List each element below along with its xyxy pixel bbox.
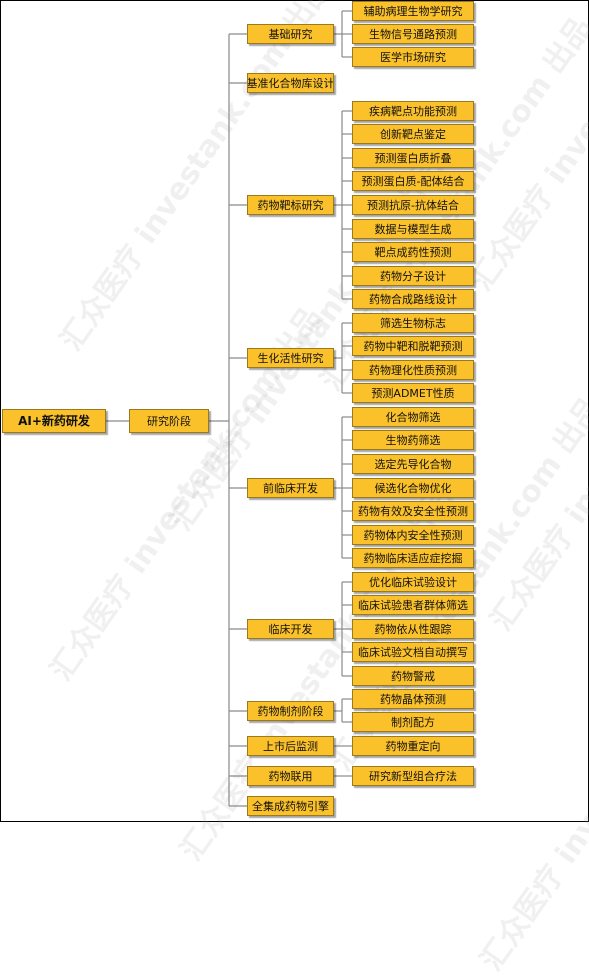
stage-node: 研究阶段 <box>129 409 209 433</box>
leaf-node: 创新靶点鉴定 <box>352 124 474 144</box>
category-node: 临床开发 <box>247 619 334 639</box>
leaf-node: 生物信号通路预测 <box>352 24 474 44</box>
leaf-node: 预测抗原-抗体结合 <box>352 195 474 215</box>
category-node: 药物制剂阶段 <box>247 701 334 721</box>
leaf-node: 药物依从性跟踪 <box>352 619 474 639</box>
root-node: AI+新药研发 <box>2 409 106 433</box>
leaf-node: 预测蛋白质折叠 <box>352 148 474 168</box>
leaf-node: 优化临床试验设计 <box>352 572 474 592</box>
tree-connectors <box>106 10 352 807</box>
leaf-node: 药物合成路线设计 <box>352 289 474 309</box>
leaf-node: 研究新型组合疗法 <box>352 766 474 786</box>
leaf-node: 临床试验患者群体筛选 <box>352 595 474 615</box>
leaf-node: 生物药筛选 <box>352 430 474 450</box>
leaf-node: 预测蛋白质-配体结合 <box>352 171 474 191</box>
category-node: 前临床开发 <box>247 478 334 498</box>
category-node: 基础研究 <box>247 24 334 44</box>
leaf-node: 药物中靶和脱靶预测 <box>352 336 474 356</box>
leaf-node: 药物警戒 <box>352 666 474 686</box>
leaf-node: 制剂配方 <box>352 712 474 732</box>
category-node: 生化活性研究 <box>247 348 334 368</box>
leaf-node: 数据与模型生成 <box>352 219 474 239</box>
leaf-node: 药物重定向 <box>352 736 474 756</box>
category-node: 药物联用 <box>247 766 334 786</box>
leaf-node: 药物分子设计 <box>352 266 474 286</box>
leaf-node: 靶点成药性预测 <box>352 242 474 262</box>
leaf-node: 药物有效及安全性预测 <box>352 501 474 521</box>
leaf-node: 临床试验文档自动撰写 <box>352 642 474 662</box>
leaf-node: 药物理化性质预测 <box>352 360 474 380</box>
category-node: 药物靶标研究 <box>247 195 334 215</box>
leaf-node: 药物体内安全性预测 <box>352 525 474 545</box>
leaf-node: 药物临床适应症挖掘 <box>352 548 474 568</box>
category-node: 基准化合物库设计 <box>247 73 334 93</box>
leaf-node: 药物晶体预测 <box>352 689 474 709</box>
leaf-node: 候选化合物优化 <box>352 478 474 498</box>
leaf-node: 筛选生物标志 <box>352 313 474 333</box>
leaf-node: 疾病靶点功能预测 <box>352 101 474 121</box>
category-node: 上市后监测 <box>247 736 334 756</box>
leaf-node: 辅助病理生物学研究 <box>352 1 474 21</box>
category-node: 全集成药物引擎 <box>247 796 334 816</box>
leaf-node: 化合物筛选 <box>352 407 474 427</box>
leaf-node: 预测ADMET性质 <box>352 383 474 403</box>
leaf-node: 选定先导化合物 <box>352 454 474 474</box>
leaf-node: 医学市场研究 <box>352 47 474 67</box>
